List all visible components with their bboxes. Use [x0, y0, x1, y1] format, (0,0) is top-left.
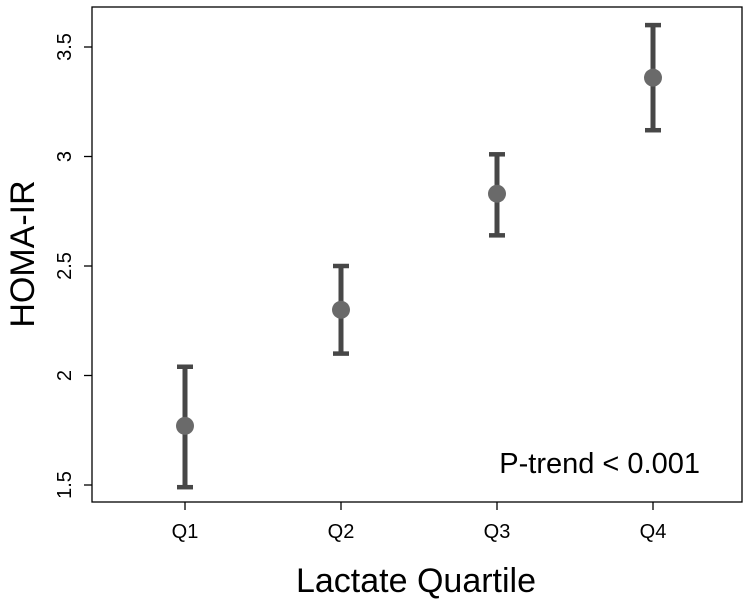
x-tick-label: Q4: [640, 521, 667, 543]
data-point: [488, 184, 506, 203]
p-trend-annotation: P-trend < 0.001: [499, 448, 700, 480]
y-tick-label: 1.5: [54, 471, 76, 499]
data-point: [644, 68, 662, 87]
y-axis-title: HOMA-IR: [4, 180, 42, 327]
y-axis: 1.5 2 2.5 3 3.5: [54, 33, 92, 499]
y-tick-label: 3: [54, 151, 76, 162]
x-tick-label: Q3: [484, 521, 511, 543]
data-point: [176, 416, 194, 435]
x-axis-title: Lactate Quartile: [296, 562, 536, 600]
y-tick-label: 2.5: [54, 252, 76, 280]
data-point: [332, 300, 350, 319]
y-tick-label: 3.5: [54, 33, 76, 61]
x-tick-label: Q1: [172, 521, 199, 543]
x-axis: Q1 Q2 Q3 Q4: [172, 502, 667, 543]
data-marks: [176, 22, 662, 490]
x-tick-label: Q2: [328, 521, 355, 543]
y-tick-label: 2: [54, 370, 76, 381]
plot-frame: [91, 6, 743, 503]
